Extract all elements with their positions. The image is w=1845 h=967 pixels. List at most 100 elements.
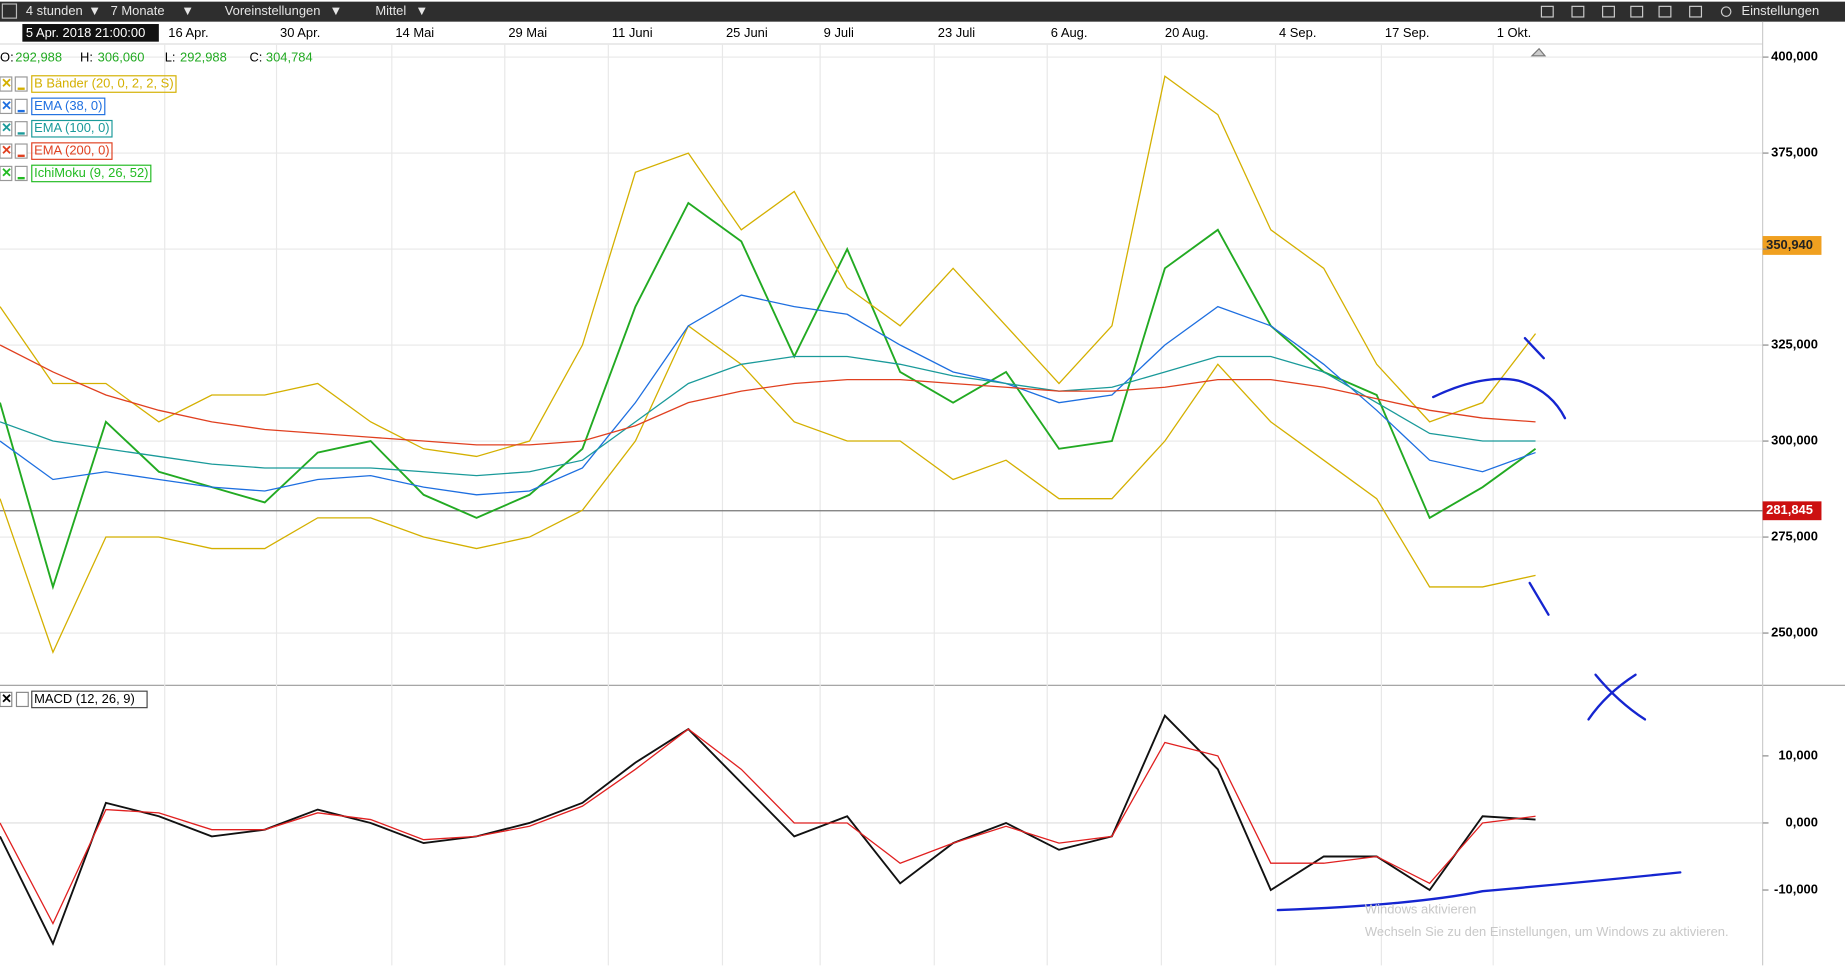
- presets-select[interactable]: Voreinstellungen: [225, 3, 321, 18]
- remove-button[interactable]: [0, 691, 13, 708]
- stroke-drawing: [1528, 581, 1550, 616]
- indicator-label: B Bänder (20, 0, 2, 2, S): [34, 75, 174, 90]
- minimize-button[interactable]: [14, 165, 28, 182]
- remove-button[interactable]: [0, 98, 13, 115]
- date-label: 9 Juli: [824, 25, 854, 40]
- ohlc-label: O:: [0, 50, 14, 65]
- icon[interactable]: [1602, 5, 1615, 18]
- ohlc-label: L:: [165, 50, 176, 65]
- indicator-label: IchiMoku (9, 26, 52): [34, 165, 148, 180]
- grid: [0, 44, 1769, 966]
- icon[interactable]: [1540, 5, 1554, 18]
- y-tick-label: 375,000: [1771, 144, 1818, 159]
- icon[interactable]: [1658, 5, 1672, 18]
- series-line: [0, 355, 1536, 477]
- plot: [0, 47, 1763, 947]
- y-tick-label: 10,000: [1778, 747, 1818, 762]
- date-label: 17 Sep.: [1385, 25, 1430, 40]
- remove-icon: ✕: [1, 165, 12, 180]
- ohlc-label: C:: [249, 50, 262, 65]
- price-marker-label: 281,845: [1766, 502, 1813, 517]
- date-label: 11 Juni: [612, 25, 653, 40]
- indicator-label-box[interactable]: [31, 97, 106, 116]
- minimize-button[interactable]: [14, 76, 28, 92]
- series-line: [0, 75, 1537, 458]
- watermark-title: Windows aktivieren: [1365, 901, 1476, 916]
- date-label: 6 Aug.: [1051, 25, 1088, 40]
- y-tick-label: 250,000: [1771, 624, 1818, 639]
- indicator-label: EMA (100, 0): [34, 120, 110, 135]
- icon[interactable]: [1630, 5, 1644, 18]
- date-label: 25 Juni: [726, 25, 768, 40]
- date-label: 23 Juli: [938, 25, 975, 40]
- toolbar-icons: [1540, 5, 1732, 18]
- ohlc-value: 292,988: [180, 50, 227, 65]
- date-label: 16 Apr.: [168, 25, 208, 40]
- icon[interactable]: [1689, 5, 1703, 18]
- y-tick-label: 400,000: [1771, 48, 1818, 63]
- indicator-label-box[interactable]: [31, 164, 152, 183]
- ohlc-label: H:: [80, 50, 93, 65]
- y-tick-label: 325,000: [1771, 336, 1818, 351]
- annotations: [1276, 337, 1682, 912]
- toolbar: 4 stunden ▼ 7 Monate ▼ Voreinstellungen …: [0, 1, 1845, 22]
- remove-icon: ✕: [1, 98, 12, 113]
- cross-drawing: [1587, 673, 1647, 721]
- icon[interactable]: [1571, 5, 1585, 18]
- scroll-marker[interactable]: [1530, 47, 1547, 57]
- y-tick-label: 300,000: [1771, 432, 1818, 447]
- indicator-label-box[interactable]: [31, 75, 177, 93]
- remove-icon: ✕: [1, 75, 12, 90]
- trend-drawing: [1276, 871, 1682, 912]
- series-line: [0, 714, 1536, 947]
- remove-button[interactable]: [0, 143, 13, 159]
- indicator-label-box[interactable]: [31, 142, 113, 160]
- remove-icon: ✕: [1, 691, 12, 706]
- series-line: [0, 728, 1536, 926]
- size-select[interactable]: Mittel: [375, 3, 406, 18]
- date-label: 20 Aug.: [1165, 25, 1209, 40]
- minimize-button[interactable]: [14, 121, 28, 137]
- toolbar-bg: [0, 1, 1845, 22]
- indicator-label-box[interactable]: [31, 690, 148, 709]
- date-label: 1 Okt.: [1497, 25, 1532, 40]
- range-select[interactable]: 7 Monate: [111, 3, 165, 18]
- settings-button[interactable]: Einstellungen: [1741, 3, 1819, 18]
- y-tick-label: 275,000: [1771, 528, 1818, 543]
- minimize-button[interactable]: [14, 98, 28, 115]
- interval-select[interactable]: 4 stunden: [26, 3, 83, 18]
- dropdown-arrow: ▼: [181, 3, 194, 18]
- menu-icon[interactable]: [1, 3, 18, 19]
- y-tick-label: -10,000: [1774, 881, 1818, 896]
- gear-icon[interactable]: [1720, 6, 1732, 17]
- remove-button[interactable]: [0, 76, 13, 92]
- price-marker: [1762, 501, 1822, 521]
- arc-drawing: [1431, 377, 1567, 420]
- series-line: [0, 294, 1536, 496]
- minimize-button[interactable]: [14, 143, 28, 159]
- indicator-label: EMA (200, 0): [34, 143, 110, 158]
- date-label: 30 Apr.: [280, 25, 320, 40]
- indicator-label-box[interactable]: [31, 119, 113, 138]
- series-line: [0, 201, 1537, 591]
- remove-button[interactable]: [0, 121, 13, 137]
- date-label: 4 Sep.: [1279, 25, 1316, 40]
- price-marker: [1762, 236, 1822, 255]
- cursor-date-box: [22, 24, 159, 42]
- watermark-text: Wechseln Sie zu den Einstellungen, um Wi…: [1365, 924, 1729, 939]
- minimize-button[interactable]: [15, 691, 29, 708]
- remove-button[interactable]: [0, 165, 13, 182]
- indicator-legend: ✕ B Bänder (20, 0, 2, 2, S) ✕ EMA (38, 0) ✕ E…: [0, 75, 177, 183]
- stroke-drawing: [1523, 337, 1545, 360]
- ohlc-value: 304,784: [266, 50, 313, 65]
- remove-icon: ✕: [1, 120, 12, 135]
- series-line: [0, 344, 1536, 446]
- price-marker-label: 350,940: [1766, 237, 1813, 252]
- ohlc-value: 292,988: [15, 50, 62, 65]
- indicator-label: EMA (38, 0): [34, 98, 102, 113]
- y-tick-label: 0,000: [1786, 814, 1818, 829]
- date-label: 29 Mai: [508, 25, 547, 40]
- macd-title: MACD (12, 26, 9): [34, 691, 135, 706]
- ohlc-readout: O: 292,988 H: 306,060 L: 292,988 C: 304,…: [0, 50, 313, 65]
